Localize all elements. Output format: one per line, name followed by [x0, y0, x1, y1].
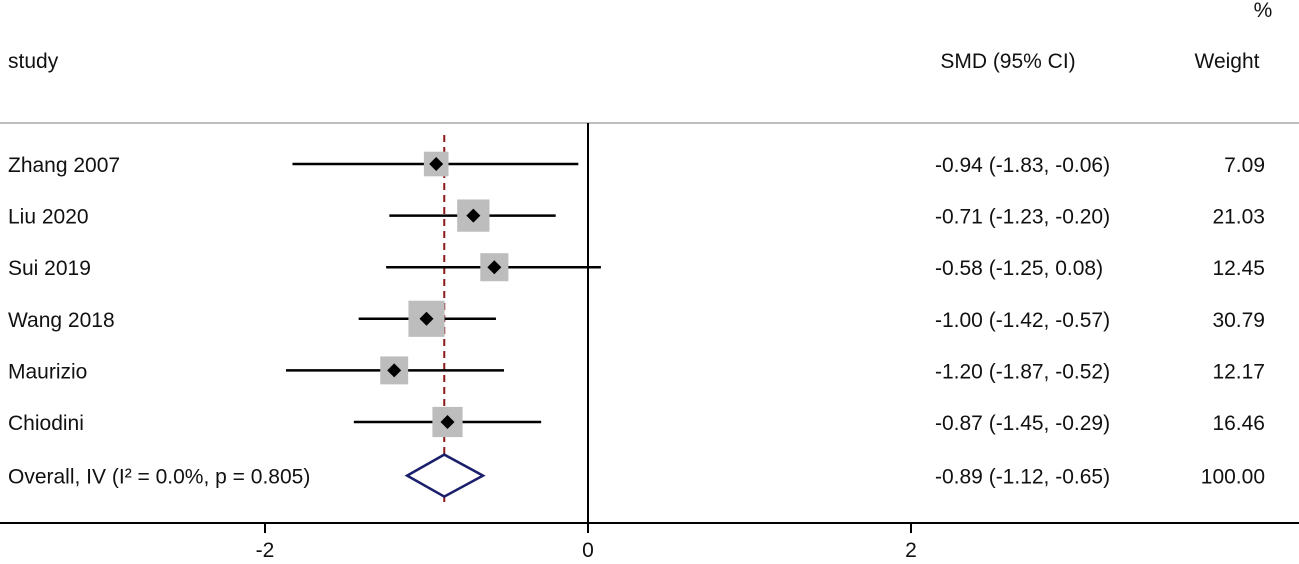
effect-point: [387, 363, 402, 378]
weight-value: 16.46: [1212, 412, 1265, 435]
effect-ci-value: -0.71 (-1.23, -0.20): [935, 206, 1110, 229]
x-tick-label: 2: [905, 539, 917, 562]
effect-ci-value: -1.20 (-1.87, -0.52): [935, 360, 1110, 383]
study-column-header: study: [8, 50, 59, 73]
weight-percent-label: %: [1254, 0, 1273, 22]
effect-point: [487, 260, 502, 275]
effect-ci-value: -0.87 (-1.45, -0.29): [935, 412, 1110, 435]
x-tick-label: -2: [256, 539, 275, 562]
weight-value: 30.79: [1212, 309, 1265, 332]
weight-value: 12.17: [1212, 360, 1265, 383]
overall-ci-value: -0.89 (-1.12, -0.65): [935, 466, 1110, 489]
study-name: Zhang 2007: [8, 154, 120, 177]
study-name: Sui 2019: [8, 257, 91, 280]
weight-column-header: Weight: [1195, 50, 1260, 73]
overall-label: Overall, IV (I² = 0.0%, p = 0.805): [8, 466, 310, 489]
effect-ci-value: -0.58 (-1.25, 0.08): [935, 257, 1103, 280]
effect-column-header: SMD (95% CI): [940, 50, 1075, 73]
weight-value: 7.09: [1224, 154, 1265, 177]
x-tick-label: 0: [582, 539, 594, 562]
effect-point: [429, 157, 444, 171]
overall-weight-value: 100.00: [1201, 466, 1265, 489]
reference-lines: [443, 123, 589, 523]
study-name: Liu 2020: [8, 206, 89, 229]
weight-value: 12.45: [1212, 257, 1265, 280]
effect-point: [419, 311, 434, 326]
effect-point: [466, 208, 481, 223]
effect-point: [440, 415, 455, 429]
weight-value: 21.03: [1212, 206, 1265, 229]
effect-ci-value: -0.94 (-1.83, -0.06): [935, 154, 1110, 177]
study-rows: Zhang 2007 -0.94 (-1.83, -0.06) 7.09 Liu 20…: [8, 151, 1265, 499]
study-name: Wang 2018: [8, 309, 115, 332]
x-axis: -2 0 2: [0, 522, 1299, 562]
study-name: Chiodini: [8, 412, 84, 435]
overall-diamond: [404, 453, 486, 499]
effect-ci-value: -1.00 (-1.42, -0.57): [935, 309, 1110, 332]
study-name: Maurizio: [8, 360, 87, 383]
